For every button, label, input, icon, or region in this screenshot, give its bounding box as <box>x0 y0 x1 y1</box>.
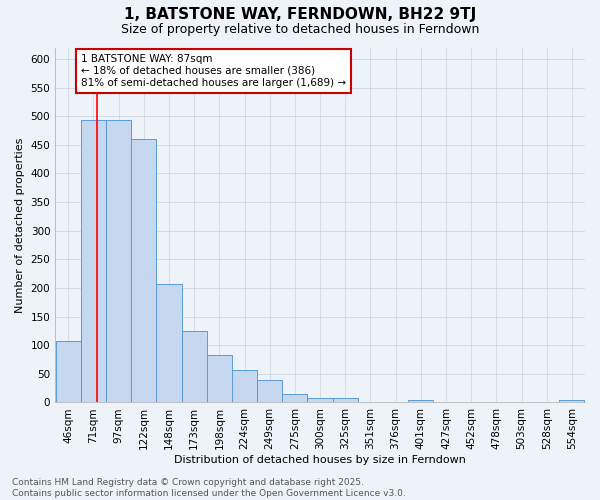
Bar <box>257 380 283 402</box>
Bar <box>232 370 257 402</box>
Text: Size of property relative to detached houses in Ferndown: Size of property relative to detached ho… <box>121 22 479 36</box>
X-axis label: Distribution of detached houses by size in Ferndown: Distribution of detached houses by size … <box>174 455 466 465</box>
Bar <box>81 120 106 403</box>
Bar <box>106 120 131 403</box>
Bar <box>283 394 307 402</box>
Bar <box>131 139 157 402</box>
Bar <box>408 400 433 402</box>
Bar <box>182 331 207 402</box>
Bar <box>207 355 232 403</box>
Bar <box>332 398 358 402</box>
Text: 1, BATSTONE WAY, FERNDOWN, BH22 9TJ: 1, BATSTONE WAY, FERNDOWN, BH22 9TJ <box>124 8 476 22</box>
Y-axis label: Number of detached properties: Number of detached properties <box>15 138 25 312</box>
Bar <box>157 284 182 403</box>
Text: 1 BATSTONE WAY: 87sqm
← 18% of detached houses are smaller (386)
81% of semi-det: 1 BATSTONE WAY: 87sqm ← 18% of detached … <box>81 54 346 88</box>
Bar <box>307 398 332 402</box>
Bar <box>56 341 81 402</box>
Text: Contains HM Land Registry data © Crown copyright and database right 2025.
Contai: Contains HM Land Registry data © Crown c… <box>12 478 406 498</box>
Bar <box>559 400 584 402</box>
